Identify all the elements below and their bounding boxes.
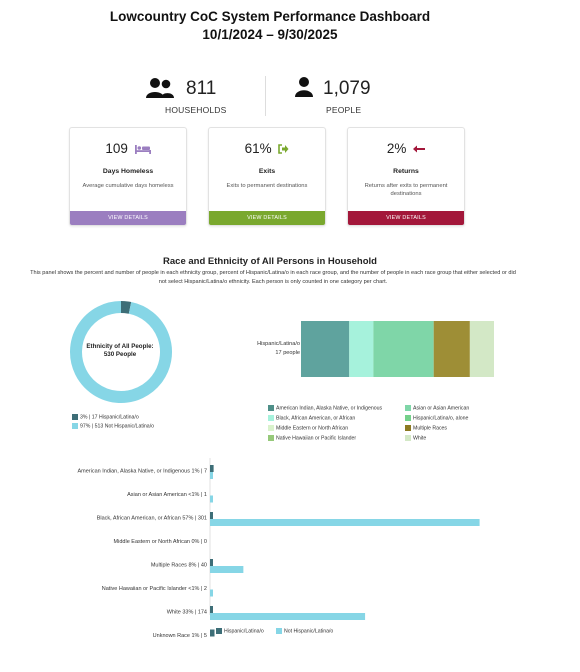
legend-label: Multiple Races xyxy=(413,425,448,432)
stacked-legend-item: Native Hawaiian or Pacific Islander xyxy=(268,435,356,441)
days-homeless-title: Days Homeless xyxy=(102,168,154,175)
stacked-segment-hispanic-latina-o-alone xyxy=(373,321,434,377)
households-kpi: 811 HOUSEHOLDS xyxy=(145,72,255,122)
legend-swatch xyxy=(268,435,274,441)
stacked-legend-item: American Indian, Alaska Native, or Indig… xyxy=(268,405,382,411)
hbar-category-label: Multiple Races 8% | 40 xyxy=(151,563,207,569)
donut-slice-hispanic-latina-o xyxy=(120,301,132,314)
exits-title: Exits xyxy=(258,168,276,175)
people-label: PEOPLE xyxy=(326,105,362,115)
stacked-segment-white xyxy=(469,321,494,377)
legend-swatch xyxy=(268,425,274,431)
stacked-bar-category-label: Hispanic/Latina/o 17 people xyxy=(257,341,300,356)
bed-icon xyxy=(134,145,151,155)
hbar-category-label: White 33% | 174 xyxy=(167,610,207,616)
legend-swatch xyxy=(268,405,274,411)
hbar-not-hispanic-bar xyxy=(210,495,213,503)
hbar-not-hispanic-bar xyxy=(210,589,213,597)
hbar-legend-hispanic: Hispanic/Latina/o xyxy=(216,628,264,634)
legend-label: White xyxy=(413,435,427,442)
legend-label: Asian or Asian American xyxy=(413,405,470,412)
legend-swatch xyxy=(216,628,222,634)
hbar-category-label: Middle Eastern or North African 0% | 0 xyxy=(114,539,207,545)
legend-swatch xyxy=(405,435,411,441)
days-homeless-desc: Average cumulative days homeless xyxy=(82,183,174,189)
exits-card: 61% Exits Exits to permanent destination… xyxy=(208,127,326,226)
people-value: 1,079 xyxy=(323,78,371,99)
donut-legend-hispanic: 3% | 17 Hispanic/Latina/o xyxy=(72,414,139,420)
exits-view-details-button[interactable]: VIEW DETAILS xyxy=(209,211,325,225)
legend-label: Native Hawaiian or Pacific Islander xyxy=(276,435,357,442)
returns-view-details-button[interactable]: VIEW DETAILS xyxy=(348,211,464,225)
returns-title: Returns xyxy=(393,168,419,175)
users-icon xyxy=(146,78,174,98)
exits-desc: Exits to permanent destinations xyxy=(226,183,308,189)
days-homeless-value: 109 xyxy=(105,141,128,156)
user-icon xyxy=(295,77,313,97)
stacked-segment-multiple-races xyxy=(433,321,470,377)
legend-swatch xyxy=(405,415,411,421)
section-description: This panel shows the percent and number … xyxy=(30,270,516,285)
hbar-category-label: American Indian, Alaska Native, or Indig… xyxy=(77,469,207,475)
hbar-hispanic-bar xyxy=(210,606,213,613)
stacked-segment-black-african-american-or-african xyxy=(349,321,374,377)
hbar-not-hispanic-bar xyxy=(210,472,213,479)
legend-swatch xyxy=(72,414,78,420)
legend-label: Hispanic/Latina/o, alone xyxy=(413,415,469,422)
section-title: Race and Ethnicity of All Persons in Hou… xyxy=(163,256,377,267)
legend-label: American Indian, Alaska Native, or Indig… xyxy=(276,405,383,412)
hbar-legend-not-hispanic: Not Hispanic/Latina/o xyxy=(276,628,333,634)
returns-desc: Returns after exits to permanent destina… xyxy=(364,183,448,197)
donut-center-label: Ethnicity of All People: 530 People xyxy=(86,343,154,358)
exits-value: 61% xyxy=(244,141,272,156)
days-homeless-view-details-button[interactable]: VIEW DETAILS xyxy=(70,211,186,225)
stacked-legend-item: White xyxy=(405,435,426,441)
exit-icon xyxy=(278,144,289,155)
returns-value: 2% xyxy=(386,141,407,156)
legend-swatch xyxy=(405,425,411,431)
legend-swatch xyxy=(268,415,274,421)
hbar-category-label: Native Hawaiian or Pacific Islander <1% … xyxy=(102,586,207,592)
title-line-1: Lowcountry CoC System Performance Dashbo… xyxy=(109,9,431,24)
days-homeless-card: 109 Days Homeless Average cumulative day… xyxy=(69,127,187,226)
hbar-not-hispanic-bar xyxy=(210,613,366,620)
stacked-legend-item: Hispanic/Latina/o, alone xyxy=(405,415,468,421)
legend-swatch xyxy=(72,423,78,429)
kpi-divider xyxy=(265,76,266,116)
legend-swatch xyxy=(276,628,282,634)
hbar-category-label: Unknown Race 1% | 5 xyxy=(153,633,207,639)
hbar-hispanic-bar xyxy=(210,465,214,472)
hbar-not-hispanic-bar xyxy=(210,566,244,573)
stacked-legend-item: Middle Eastern or North African xyxy=(268,425,348,431)
return-arrow-icon xyxy=(413,145,426,153)
legend-label: Black, African American, or African xyxy=(276,415,356,422)
hbar-not-hispanic-bar xyxy=(210,519,480,526)
stacked-legend-item: Black, African American, or African xyxy=(268,415,355,421)
hbar-category-label: Asian or Asian American <1% | 1 xyxy=(127,492,207,498)
stacked-legend-item: Asian or Asian American xyxy=(405,405,469,411)
hbar-category-label: Black, African American, or African 57% … xyxy=(97,516,207,522)
returns-card: 2% Returns Returns after exits to perman… xyxy=(347,127,465,226)
hbar-hispanic-bar xyxy=(210,629,215,637)
title-line-2: 10/1/2024 – 9/30/2025 xyxy=(202,27,338,42)
dashboard-title: Lowcountry CoC System Performance Dashbo… xyxy=(0,8,540,44)
people-kpi: 1,079 PEOPLE xyxy=(295,72,395,122)
legend-label: Middle Eastern or North African xyxy=(276,425,349,432)
households-value: 811 xyxy=(186,78,217,99)
donut-legend-not-hispanic: 97% | 513 Not Hispanic/Latina/o xyxy=(72,423,154,429)
stacked-segment-american-indian-alaska-native-or-indigenous xyxy=(301,321,350,377)
hbar-hispanic-bar xyxy=(210,559,213,566)
stacked-legend-item: Multiple Races xyxy=(405,425,447,431)
legend-swatch xyxy=(405,405,411,411)
hbar-hispanic-bar xyxy=(210,512,213,519)
households-label: HOUSEHOLDS xyxy=(165,105,227,115)
